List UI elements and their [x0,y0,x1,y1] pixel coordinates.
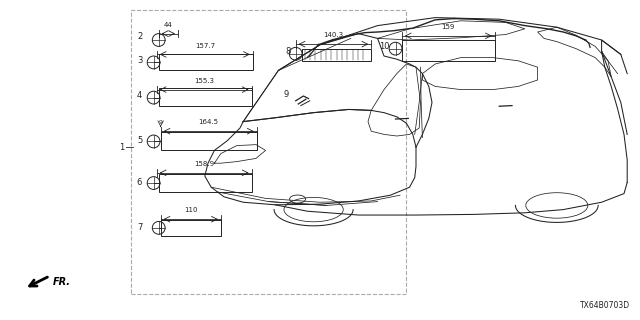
Bar [159,88,252,106]
Text: TX64B0703D: TX64B0703D [580,301,630,310]
Text: 9: 9 [284,90,289,99]
Text: 9: 9 [159,120,163,125]
Text: 10: 10 [379,42,389,51]
Bar [302,49,371,61]
Text: FR.: FR. [52,276,70,287]
Bar [159,54,253,70]
Text: 8: 8 [285,47,291,56]
Text: 4: 4 [137,92,142,100]
Text: 6: 6 [137,178,142,187]
Text: 5: 5 [137,136,142,145]
Text: 158.9: 158.9 [194,161,214,167]
Text: 7: 7 [137,223,142,232]
Text: 110: 110 [184,207,198,213]
Bar [402,40,495,61]
Text: 44: 44 [164,22,173,28]
Text: 159: 159 [442,24,455,30]
Bar [161,220,221,236]
Text: 3: 3 [137,56,142,65]
Text: 155.3: 155.3 [194,78,214,84]
Bar [159,174,252,192]
Text: 2: 2 [137,32,142,41]
Text: 1: 1 [119,143,124,152]
Text: 164.5: 164.5 [198,119,219,125]
Bar [131,10,406,294]
Bar [161,132,257,150]
Text: 157.7: 157.7 [195,43,215,49]
Text: 140.3: 140.3 [323,32,344,38]
